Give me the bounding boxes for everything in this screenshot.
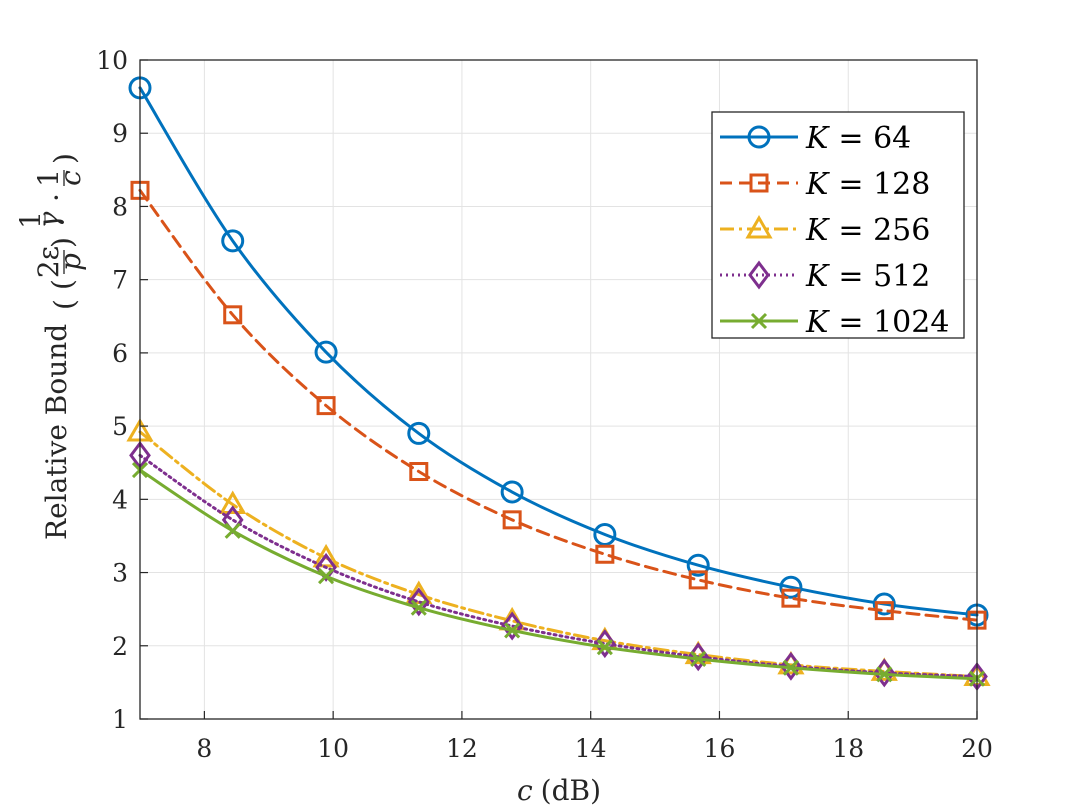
data-point [874,601,894,621]
legend-entry: K = 256 [720,213,930,248]
x-axis-var: c [517,774,533,807]
y-formula-open: ( [48,299,81,310]
data-point [500,480,524,504]
series-1 [130,180,987,630]
data-point [504,622,521,639]
legend-eq: = 512 [838,259,930,294]
data-point [782,659,799,676]
legend-var: K [805,213,830,248]
y-formula-exp-num: 1 [14,211,47,229]
data-point [502,510,522,530]
data-point [593,522,617,546]
data-point [690,650,707,668]
y-formula-den: p [54,253,87,271]
legend-eq: = 256 [838,213,930,248]
data-point [781,588,801,608]
legend-marker [748,260,770,290]
data-point [315,552,337,582]
y-formula-frac2-num: 1 [32,169,65,187]
legend-eq: = 128 [838,167,930,202]
data-point [779,575,803,599]
y-formula-inner-close: ) [46,237,79,248]
legend-marker [745,215,773,239]
legend-eq: = 64 [838,121,911,156]
data-point [596,639,613,656]
data-point [407,421,431,445]
legend-var: K [805,121,830,156]
y-tick-label: 1 [112,705,128,734]
x-tick-label: 20 [961,734,993,763]
legend-var: K [805,167,830,202]
y-tick-label: 4 [112,485,128,514]
y-formula-close: ) [48,153,81,164]
y-tick-label: 8 [112,192,128,221]
axes-box [139,59,978,720]
x-tick-label: 8 [196,734,212,763]
y-axis-label-text: Relative Bound [40,324,73,540]
series-4 [131,461,986,687]
series-line [138,188,979,622]
x-tick-label: 16 [704,734,736,763]
legend-var: K [805,305,830,340]
y-formula-inner-open: ( [46,279,79,290]
x-tick-label: 12 [446,734,478,763]
y-tick-label: 6 [112,339,128,368]
data-point [501,611,524,641]
x-axis-title: c (dB) [517,774,601,807]
legend-marker [749,173,769,193]
legend-entry: K = 512 [720,259,930,294]
x-tick-label: 18 [832,734,864,763]
y-tick-label: 10 [96,46,128,75]
y-tick-label: 5 [112,412,128,441]
legend-entry: K = 64 [720,121,911,156]
data-point [876,666,893,683]
y-formula-frac2-den: c [54,170,87,186]
data-point [688,570,708,590]
y-formula-dot: · [40,193,73,202]
data-point [409,462,429,482]
x-tick-label: 14 [575,734,607,763]
legend-eq: = 1024 [838,305,949,340]
x-tick-label: 10 [317,734,349,763]
legend-marker [750,312,768,330]
y-tick-label: 7 [112,266,128,295]
series-layer [126,76,991,692]
legend-marker [747,125,771,149]
data-point [224,522,241,539]
legend-entry: K = 1024 [720,305,949,340]
legend-entry: K = 128 [720,167,930,202]
data-point [221,229,245,253]
y-tick-label: 3 [112,559,128,588]
legend-var: K [805,259,830,294]
x-axis-unit: (dB) [541,774,601,807]
data-point [686,553,710,577]
legend-label: K = 256 [805,213,930,248]
legend-label: K = 1024 [805,305,949,340]
data-point [872,592,896,616]
y-formula-exp-den: γ [32,211,65,228]
y-formula-num: 2ε [32,246,65,278]
data-point [223,305,243,325]
y-axis-title: Relative Bound ( ( 2ε p ) 1 γ · 1 c ) [14,153,87,540]
y-tick-label: 2 [112,632,128,661]
data-point [318,568,335,585]
legend-label: K = 512 [805,259,930,294]
data-point [314,340,338,364]
data-point [407,587,430,617]
y-tick-label: 9 [112,119,128,148]
series-line [138,468,979,681]
data-point [219,490,247,514]
data-point [316,396,336,416]
data-point [410,599,427,616]
legend-label: K = 64 [805,121,911,156]
legend-label: K = 128 [805,167,930,202]
series-line [138,430,979,679]
series-line [138,86,979,617]
data-point [595,544,615,564]
